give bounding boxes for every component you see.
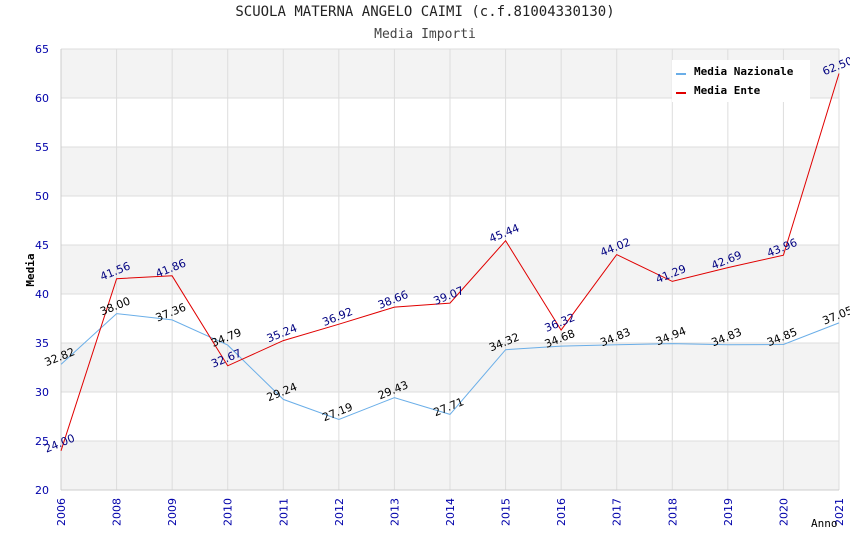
x-tick-label: 2011 bbox=[277, 498, 290, 526]
x-tick-label: 2014 bbox=[444, 498, 457, 526]
chart-title: SCUOLA MATERNA ANGELO CAIMI (c.f.8100433… bbox=[235, 4, 615, 20]
x-tick-label: 2019 bbox=[722, 498, 735, 526]
x-tick-label: 2020 bbox=[777, 498, 790, 526]
y-tick-label: 65 bbox=[35, 43, 49, 56]
x-tick-label: 2006 bbox=[55, 498, 68, 526]
data-label: 27.19 bbox=[321, 400, 355, 424]
chart-subtitle: Media Importi bbox=[374, 27, 476, 42]
y-tick-label: 50 bbox=[35, 190, 49, 203]
y-tick-label: 55 bbox=[35, 141, 49, 154]
x-tick-label: 2017 bbox=[611, 498, 624, 526]
x-tick-label: 2008 bbox=[111, 498, 124, 526]
x-tick-label: 2016 bbox=[555, 498, 568, 526]
y-tick-label: 45 bbox=[35, 239, 49, 252]
x-tick-label: 2009 bbox=[166, 498, 179, 526]
y-tick-label: 20 bbox=[35, 484, 49, 497]
x-axis-label: Anno bbox=[811, 517, 838, 530]
y-tick-label: 40 bbox=[35, 288, 49, 301]
y-tick-label: 25 bbox=[35, 435, 49, 448]
series-line-media-ente bbox=[60, 73, 840, 451]
y-tick-label: 35 bbox=[35, 337, 49, 350]
series-lines bbox=[60, 73, 840, 451]
x-tick-labels: 2006 2008 2009 2010 2011 2012 2013 2014 2015 2016… bbox=[55, 498, 846, 526]
x-tick-label: 2013 bbox=[388, 498, 401, 526]
x-tick-label: 2015 bbox=[500, 498, 513, 526]
y-axis-label: Media bbox=[24, 253, 37, 286]
y-tick-label: 30 bbox=[35, 386, 49, 399]
x-tick-label: 2012 bbox=[333, 498, 346, 526]
data-label: 37.36 bbox=[154, 301, 188, 325]
data-label: 35.24 bbox=[265, 321, 299, 345]
legend-box bbox=[672, 60, 810, 102]
x-tick-label: 2021 bbox=[833, 498, 846, 526]
legend-label: Media Ente bbox=[694, 84, 761, 97]
x-tick-label: 2010 bbox=[222, 498, 235, 526]
legend: Media Nazionale Media Ente bbox=[672, 60, 810, 102]
data-label: 36.92 bbox=[321, 305, 355, 329]
series-line-media-nazionale bbox=[60, 313, 840, 421]
data-label: 27.71 bbox=[432, 395, 466, 419]
y-tick-labels: 20 25 30 35 40 45 50 55 60 65 bbox=[35, 43, 49, 497]
y-tick-label: 60 bbox=[35, 92, 49, 105]
x-tick-label: 2018 bbox=[666, 498, 679, 526]
axes bbox=[60, 49, 839, 491]
legend-label: Media Nazionale bbox=[694, 65, 794, 78]
